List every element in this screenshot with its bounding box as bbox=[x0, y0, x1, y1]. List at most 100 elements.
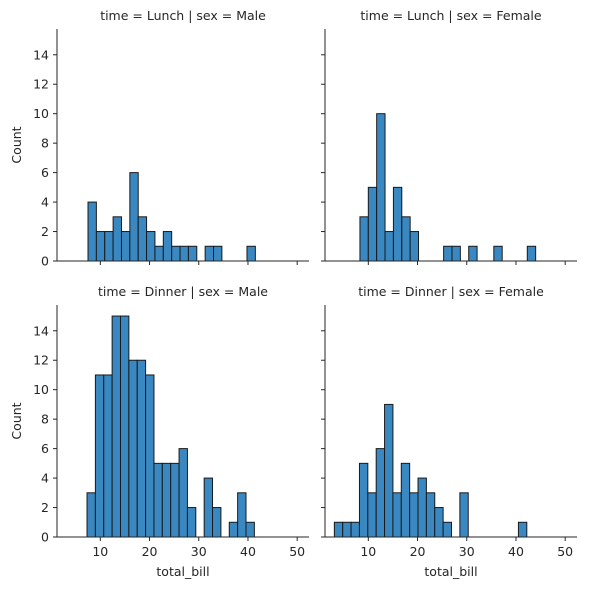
histogram-bar bbox=[204, 245, 215, 262]
histogram-bar bbox=[87, 201, 97, 262]
panel-title: time = Dinner | sex = Female bbox=[358, 284, 544, 299]
histogram-bar bbox=[136, 359, 147, 538]
histogram-bar bbox=[111, 315, 121, 538]
histogram-bar bbox=[400, 462, 411, 538]
panel-title: time = Lunch | sex = Male bbox=[100, 8, 266, 23]
histogram-bar bbox=[112, 216, 122, 262]
y-tick-label: 0 bbox=[41, 254, 49, 269]
histogram-bar bbox=[417, 477, 427, 538]
y-axis-label: Count bbox=[9, 126, 24, 163]
histogram-bar bbox=[350, 521, 360, 538]
histogram-bar bbox=[434, 507, 444, 538]
histogram-bar bbox=[517, 521, 528, 538]
histogram-bar bbox=[442, 521, 452, 538]
x-tick-label: 50 bbox=[557, 544, 573, 559]
histogram-bar bbox=[409, 492, 419, 538]
histogram-bar bbox=[451, 245, 461, 262]
histogram-bar bbox=[245, 521, 255, 538]
histogram-bar bbox=[443, 245, 453, 262]
histogram-bar bbox=[212, 507, 222, 538]
histogram-bar bbox=[375, 448, 386, 538]
x-axis-label: total_bill bbox=[424, 564, 477, 579]
histogram-bar bbox=[526, 245, 537, 262]
histogram-bar bbox=[203, 477, 214, 538]
y-tick-label: 14 bbox=[33, 47, 49, 62]
histogram-bar bbox=[376, 113, 386, 262]
histogram-bar bbox=[86, 492, 96, 538]
histogram-bar bbox=[358, 462, 369, 538]
x-tick-label: 40 bbox=[508, 544, 524, 559]
y-axis-label: Count bbox=[9, 402, 24, 439]
facet-panel-3: time = Dinner | sex = Male 0 2 4 6 8 10 12 14 10 2… bbox=[9, 284, 309, 579]
histogram-bar bbox=[392, 186, 403, 262]
facet-panel-2: time = Lunch | sex = Female bbox=[321, 8, 577, 265]
histogram-bar bbox=[103, 374, 113, 538]
histogram-bar bbox=[333, 521, 344, 538]
histogram-bar bbox=[162, 231, 173, 262]
histogram-bars bbox=[86, 315, 255, 538]
y-tick-label: 2 bbox=[41, 224, 49, 239]
histogram-bar bbox=[425, 492, 436, 538]
x-tick-label: 50 bbox=[289, 544, 305, 559]
histogram-bar bbox=[409, 231, 420, 262]
y-tick-label: 6 bbox=[41, 441, 49, 456]
histogram-bar bbox=[94, 374, 105, 538]
x-tick-label: 30 bbox=[191, 544, 207, 559]
y-tick-label: 8 bbox=[41, 412, 49, 427]
x-tick-label: 20 bbox=[410, 544, 426, 559]
histogram-bar bbox=[170, 462, 180, 538]
histogram-bar bbox=[384, 231, 394, 262]
histogram-bar bbox=[493, 245, 503, 262]
histogram-bar bbox=[367, 186, 378, 262]
y-tick-label: 14 bbox=[33, 323, 49, 338]
histogram-bar bbox=[145, 374, 155, 538]
histogram-bar bbox=[161, 462, 172, 538]
histogram-bar bbox=[367, 492, 377, 538]
histogram-bar bbox=[401, 216, 411, 262]
x-tick-label: 10 bbox=[92, 544, 108, 559]
histogram-bar bbox=[137, 216, 148, 262]
histogram-bar bbox=[186, 507, 197, 538]
histogram-bar bbox=[120, 231, 131, 262]
histogram-bar bbox=[146, 231, 156, 262]
y-tick-label: 6 bbox=[41, 165, 49, 180]
histogram-bar bbox=[178, 448, 188, 538]
y-tick-label: 10 bbox=[33, 106, 49, 121]
y-tick-label: 12 bbox=[33, 77, 49, 92]
y-tick-label: 4 bbox=[41, 471, 49, 486]
facet-panel-1: time = Lunch | sex = Male 0 2 4 6 8 10 12 14 Coun… bbox=[9, 8, 309, 269]
histogram-bar bbox=[153, 462, 163, 538]
histogram-bar bbox=[468, 245, 478, 262]
y-tick-label: 8 bbox=[41, 136, 49, 151]
histogram-bar bbox=[129, 172, 139, 262]
histogram-bar bbox=[119, 315, 130, 538]
histogram-bar bbox=[384, 403, 394, 538]
histogram-bar bbox=[459, 492, 469, 538]
x-tick-label: 40 bbox=[240, 544, 256, 559]
histogram-bar bbox=[154, 245, 164, 262]
histogram-bar bbox=[179, 245, 189, 262]
histogram-bar bbox=[246, 245, 256, 262]
x-axis-label: total_bill bbox=[156, 564, 209, 579]
y-tick-label: 12 bbox=[33, 353, 49, 368]
histogram-bar bbox=[342, 521, 352, 538]
y-tick-label: 4 bbox=[41, 195, 49, 210]
histogram-bar bbox=[392, 492, 402, 538]
histogram-bar bbox=[228, 521, 239, 538]
y-tick-label: 10 bbox=[33, 382, 49, 397]
histogram-bar bbox=[128, 359, 138, 538]
facet-panel-4: time = Dinner | sex = Female 10 20 30 40 50 to… bbox=[321, 284, 577, 579]
x-tick-label: 30 bbox=[459, 544, 475, 559]
histogram-bar bbox=[187, 245, 198, 262]
histogram-bar bbox=[171, 245, 181, 262]
panel-title: time = Dinner | sex = Male bbox=[98, 284, 268, 299]
y-tick-label: 0 bbox=[41, 530, 49, 545]
y-tick-label: 2 bbox=[41, 500, 49, 515]
histogram-bar bbox=[237, 492, 247, 538]
x-tick-label: 10 bbox=[360, 544, 376, 559]
x-tick-label: 20 bbox=[142, 544, 158, 559]
histogram-bar bbox=[359, 216, 369, 262]
histogram-bar bbox=[95, 231, 106, 262]
histogram-bar bbox=[213, 245, 223, 262]
panel-title: time = Lunch | sex = Female bbox=[360, 8, 542, 23]
